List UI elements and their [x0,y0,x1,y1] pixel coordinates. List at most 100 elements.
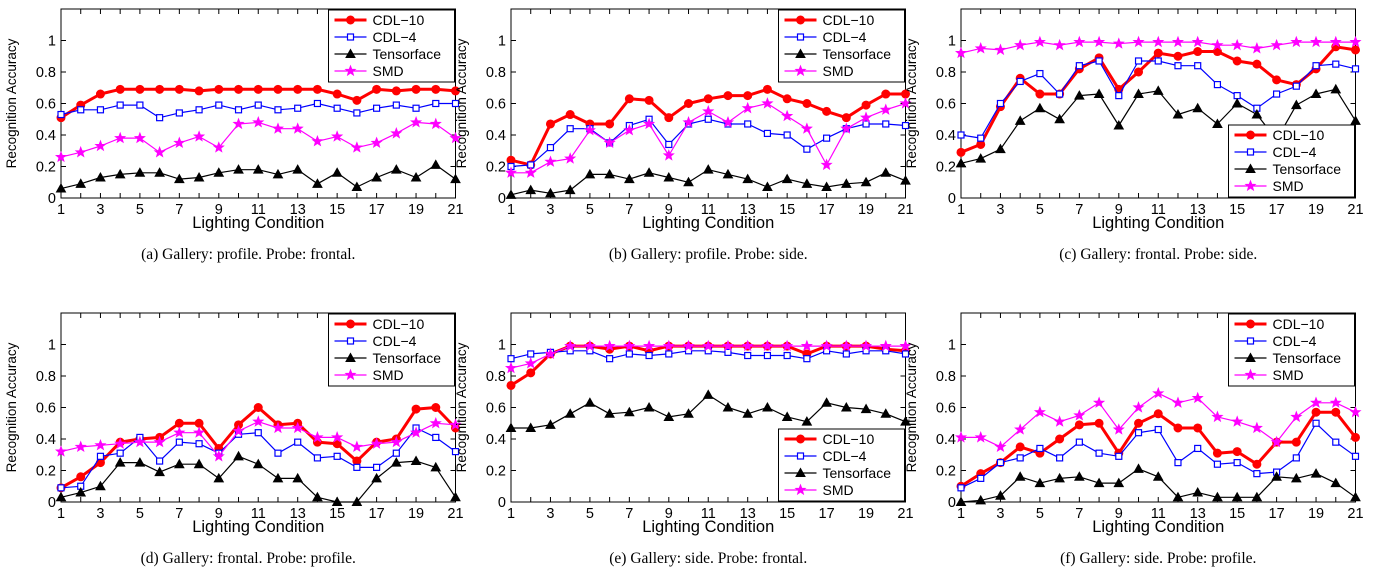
data-point [642,117,656,130]
data-point [174,418,184,428]
data-point [232,117,245,130]
data-point [193,172,205,182]
data-point [722,168,734,179]
data-point [862,120,870,128]
data-point [995,143,1006,154]
data-point [1134,429,1143,437]
x-tick-label: 17 [1269,202,1285,218]
data-point [741,339,754,352]
data-point [822,106,832,116]
data-point [1212,118,1223,128]
x-tick-label: 21 [897,506,913,522]
legend-marker [345,48,356,58]
data-point [783,351,791,360]
data-point [411,404,421,414]
data-point [1073,471,1085,481]
data-point [311,134,324,147]
data-point [313,454,322,462]
data-point [1093,88,1105,99]
data-point [390,127,403,139]
data-point [1015,442,1025,452]
x-tick-label: 13 [1190,506,1206,522]
data-point [94,139,107,152]
data-point [94,438,107,451]
data-point [702,389,714,399]
data-point [292,164,304,174]
y-tick-label: 0.4 [936,128,956,144]
x-tick-label: 5 [136,506,144,522]
data-point [352,95,362,105]
legend-label: SMD [1273,367,1304,383]
data-point [742,408,754,418]
data-point [175,438,183,446]
y-tick-label: 0.2 [936,160,956,176]
x-tick-label: 15 [1229,506,1245,522]
y-tick-label: 0 [948,495,956,511]
data-point [1211,38,1224,51]
y-tick-label: 0 [48,495,56,511]
data-point [721,339,735,352]
data-point [643,401,655,412]
x-axis-label: Lighting Condition [192,214,324,232]
data-point [564,152,577,164]
data-point [1231,38,1244,51]
data-point [1312,419,1320,427]
x-tick-label: 1 [57,506,65,522]
data-point [801,416,813,426]
data-point [135,84,145,94]
y-tick-label: 0.6 [936,401,956,417]
legend-marker [344,64,357,77]
data-point [1056,454,1064,462]
data-point [1309,396,1323,408]
y-axis-label: Recognition Accuracy [454,342,469,472]
data-point [1330,83,1342,94]
data-point [96,452,105,460]
legend-marker [346,15,355,25]
legend-label: CDL−4 [1273,333,1317,349]
y-tick-label: 0.2 [936,464,956,480]
data-point [1034,477,1046,488]
x-tick-label: 11 [701,202,716,218]
data-point [802,99,812,108]
data-point [134,167,146,177]
data-point [390,164,402,174]
data-point [252,116,265,128]
data-point [644,95,654,105]
x-tick-label: 11 [1151,506,1166,522]
data-point [1113,477,1125,488]
x-tick-label: 7 [625,506,633,522]
data-point [1250,42,1263,54]
data-point [1312,62,1320,70]
legend-label: Tensorface [373,350,442,366]
data-point [1173,423,1183,433]
data-point [1172,491,1184,502]
data-point [1153,409,1163,419]
data-point [194,86,204,96]
data-point [781,339,794,352]
data-point [882,120,890,128]
data-point [1311,407,1321,417]
data-point [564,184,576,195]
data-point [333,452,341,460]
data-point [313,99,322,108]
x-tick-label: 3 [996,506,1004,522]
x-tick-label: 19 [408,202,424,218]
data-point [274,106,282,114]
data-point [274,449,282,457]
data-point [1134,57,1143,65]
data-point [1272,75,1282,85]
legend-label: Tensorface [823,46,892,62]
data-point [1053,38,1066,51]
data-point [525,422,537,432]
data-point [899,339,912,352]
legend-marker [345,352,356,362]
data-point [1332,438,1340,446]
legend-label: CDL−4 [373,29,417,45]
y-tick-label: 1 [48,338,56,354]
data-point [136,101,144,109]
data-point [1154,425,1162,434]
data-point [859,111,873,123]
data-point [350,141,363,153]
